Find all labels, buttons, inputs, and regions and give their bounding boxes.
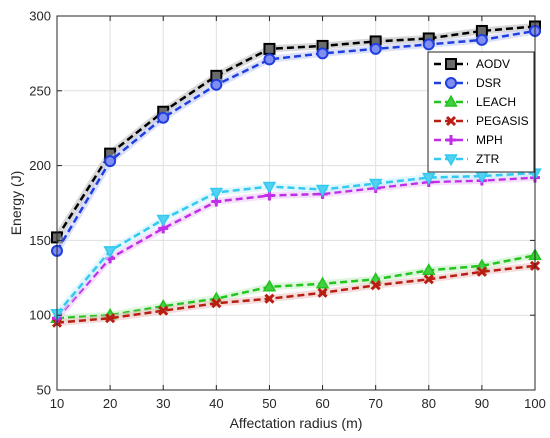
data-point (105, 313, 116, 324)
axes-box (56, 15, 536, 391)
series-line (56, 264, 536, 324)
series-line (56, 176, 536, 320)
y-tick-label: 200 (29, 158, 51, 173)
data-point (157, 111, 170, 124)
legend-label: AODV (476, 57, 510, 71)
x-tick-label: 20 (103, 396, 117, 411)
x-tick-label: 80 (422, 396, 436, 411)
data-point (369, 42, 382, 55)
series-pegasis (51, 260, 541, 328)
legend-item: PEGASIS (434, 114, 529, 128)
y-axis-label: Energy (J) (8, 171, 24, 236)
data-point (476, 266, 487, 277)
data-point (211, 298, 222, 309)
data-point (370, 280, 381, 291)
data-point (209, 187, 224, 200)
x-tick-labels: 10 20 30 40 50 60 70 80 90 100 (50, 16, 546, 411)
data-point (263, 53, 276, 66)
data-point (421, 172, 436, 185)
x-tick-label: 40 (209, 396, 223, 411)
data-point (368, 178, 383, 191)
data-point (156, 214, 171, 227)
legend-label: MPH (476, 133, 503, 147)
data-point (104, 155, 117, 168)
x-tick-label: 100 (524, 396, 546, 411)
data-point (158, 305, 169, 316)
data-point (262, 279, 277, 292)
series-line (56, 254, 536, 320)
x-axis-label: Affectation radius (m) (230, 415, 363, 431)
data-point (210, 78, 223, 91)
legend-box (427, 51, 535, 173)
data-point (421, 263, 436, 276)
legend-item: ZTR (434, 152, 500, 167)
data-point (262, 181, 277, 194)
legend-item: DSR (434, 76, 502, 90)
x-tick-label: 60 (315, 396, 329, 411)
series-line-halo (56, 251, 536, 322)
y-tick-label: 150 (29, 233, 51, 248)
y-tick-label: 50 (37, 383, 51, 398)
legend-marker (444, 94, 458, 107)
x-tick-label: 10 (50, 396, 64, 411)
series-layer (50, 20, 542, 328)
series-leach (50, 248, 542, 323)
data-point (264, 293, 275, 304)
legend-item: AODV (434, 57, 510, 71)
legend-marker (445, 58, 457, 70)
legend-marker (444, 154, 458, 167)
x-tick-label: 70 (368, 396, 382, 411)
legend-label: PEGASIS (476, 114, 529, 128)
series-ztr (50, 168, 542, 321)
legend-label: DSR (476, 76, 502, 90)
data-point (315, 276, 330, 289)
legend: AODV DSR LEACH PEGASIS MPH ZTR (427, 51, 535, 173)
legend-marker (445, 115, 457, 127)
legend-label: ZTR (476, 152, 500, 166)
series-line (55, 29, 536, 252)
y-tick-labels: 50 100 150 200 250 300 (29, 9, 535, 398)
legend-item: LEACH (434, 94, 516, 109)
x-tick-label: 30 (156, 396, 170, 411)
x-tick-label: 90 (475, 396, 489, 411)
x-tick-label: 50 (262, 396, 276, 411)
legend-marker (445, 77, 457, 89)
series-line (55, 25, 536, 239)
y-tick-label: 100 (29, 308, 51, 323)
series-mph (52, 172, 540, 324)
data-point (103, 246, 117, 259)
legend-marker (446, 135, 456, 145)
series-line (56, 171, 536, 315)
data-point (475, 33, 488, 46)
data-point (423, 274, 434, 285)
data-point (315, 184, 330, 197)
data-point (422, 38, 435, 51)
legend-label: LEACH (476, 95, 516, 109)
legend-item: MPH (434, 133, 503, 147)
y-tick-label: 300 (29, 9, 51, 24)
data-point (317, 287, 328, 298)
data-point (316, 47, 329, 60)
y-tick-label: 250 (29, 83, 51, 98)
data-point (263, 42, 276, 55)
